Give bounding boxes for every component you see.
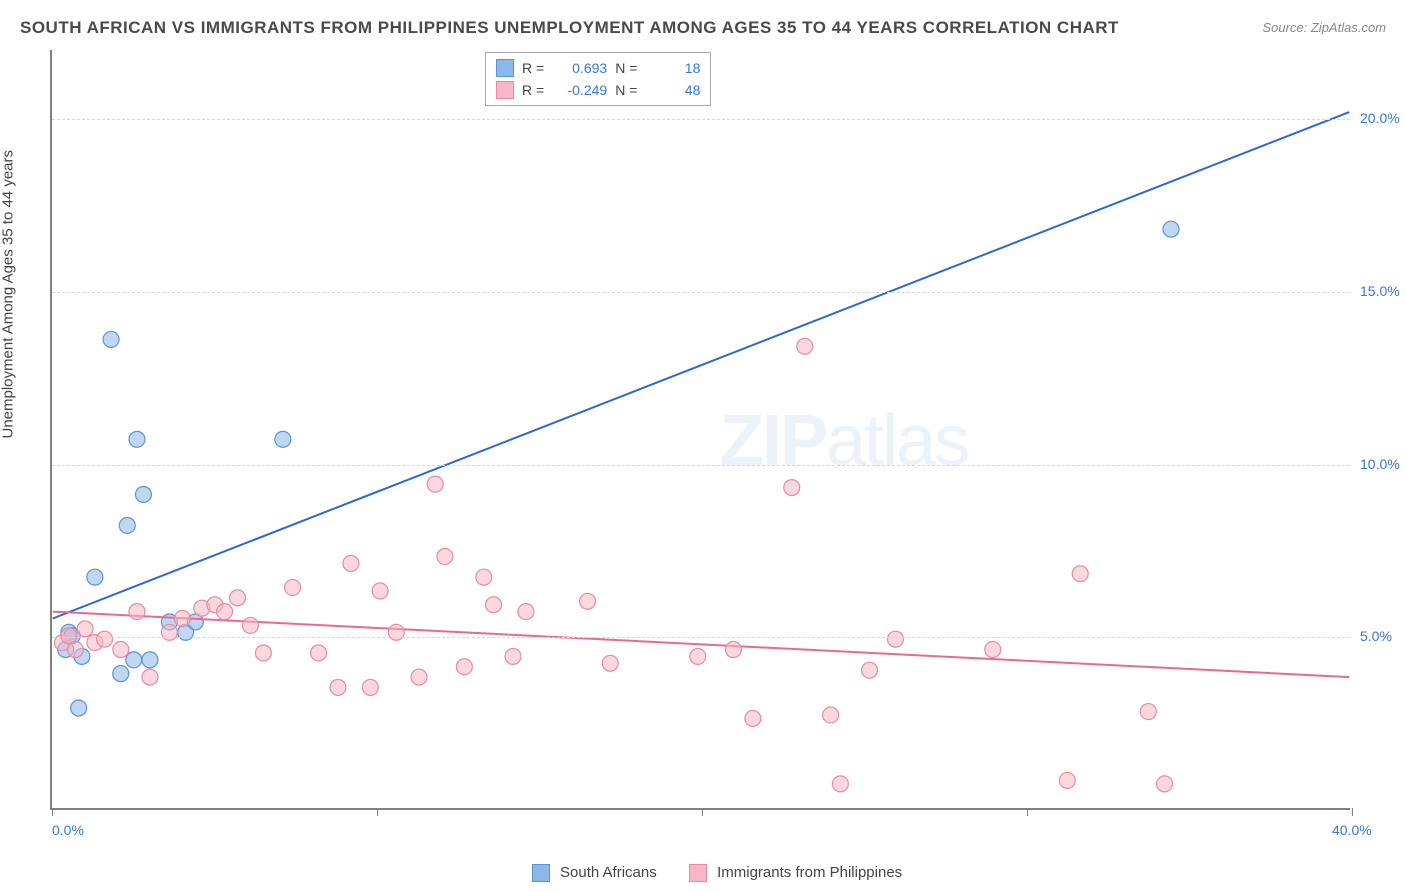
data-point [142,669,158,685]
data-point [862,662,878,678]
data-point [725,642,741,658]
data-point [518,604,534,620]
data-point [427,476,443,492]
data-point [505,648,521,664]
y-tick-label: 5.0% [1360,628,1392,644]
data-point [1072,566,1088,582]
data-point [129,604,145,620]
legend-label: South Africans [560,864,657,881]
data-point [602,655,618,671]
data-point [97,631,113,647]
source-attribution: Source: ZipAtlas.com [1262,20,1386,35]
y-axis-label: Unemployment Among Ages 35 to 44 years [0,150,17,439]
x-tick [1027,808,1028,816]
data-point [113,642,129,658]
legend-swatch-series-0 [496,59,514,77]
chart-title: SOUTH AFRICAN VS IMMIGRANTS FROM PHILIPP… [20,18,1119,38]
y-tick-label: 15.0% [1360,283,1400,299]
scatter-plot-svg [52,50,1350,808]
data-point [823,707,839,723]
data-point [103,331,119,347]
correlation-legend-row: R = 0.693 N = 18 [496,57,700,79]
data-point [690,648,706,664]
r-value: 0.693 [552,60,607,76]
legend-swatch-series-0 [532,864,550,882]
x-tick-label: 40.0% [1332,822,1372,838]
gridline [52,119,1350,120]
legend-label: Immigrants from Philippines [717,864,902,881]
data-point [330,679,346,695]
data-point [832,776,848,792]
legend-swatch-series-1 [689,864,707,882]
data-point [437,549,453,565]
data-point [255,645,271,661]
data-point [797,338,813,354]
n-label: N = [615,60,637,76]
trend-line [53,112,1350,618]
data-point [745,710,761,726]
data-point [87,569,103,585]
data-point [372,583,388,599]
data-point [285,580,301,596]
x-tick-label: 0.0% [52,822,84,838]
data-point [985,642,1001,658]
r-label: R = [522,82,544,98]
data-point [1157,776,1173,792]
data-point [580,593,596,609]
data-point [242,617,258,633]
data-point [784,480,800,496]
data-point [67,642,83,658]
data-point [229,590,245,606]
plot-area: 5.0%10.0%15.0%20.0%0.0%40.0% [50,50,1350,810]
data-point [888,631,904,647]
data-point [311,645,327,661]
data-point [126,652,142,668]
data-point [486,597,502,613]
n-value: 18 [645,60,700,76]
data-point [174,611,190,627]
data-point [129,431,145,447]
data-point [362,679,378,695]
gridline [52,465,1350,466]
r-label: R = [522,60,544,76]
n-label: N = [615,82,637,98]
data-point [135,486,151,502]
chart-container: SOUTH AFRICAN VS IMMIGRANTS FROM PHILIPP… [0,0,1406,892]
x-tick [702,808,703,816]
series-legend: South Africans Immigrants from Philippin… [0,864,1406,882]
x-tick [52,808,53,816]
y-tick-label: 10.0% [1360,456,1400,472]
data-point [142,652,158,668]
x-tick [377,808,378,816]
data-point [1059,772,1075,788]
data-point [456,659,472,675]
data-point [411,669,427,685]
gridline [52,292,1350,293]
gridline [52,637,1350,638]
data-point [275,431,291,447]
data-point [77,621,93,637]
data-point [1140,704,1156,720]
correlation-legend: R = 0.693 N = 18 R = -0.249 N = 48 [485,52,711,106]
data-point [1163,221,1179,237]
r-value: -0.249 [552,82,607,98]
x-tick [1352,808,1353,816]
data-point [113,666,129,682]
correlation-legend-row: R = -0.249 N = 48 [496,79,700,101]
data-point [343,555,359,571]
data-point [476,569,492,585]
legend-swatch-series-1 [496,81,514,99]
data-point [71,700,87,716]
n-value: 48 [645,82,700,98]
data-point [217,604,233,620]
data-point [119,517,135,533]
y-tick-label: 20.0% [1360,110,1400,126]
